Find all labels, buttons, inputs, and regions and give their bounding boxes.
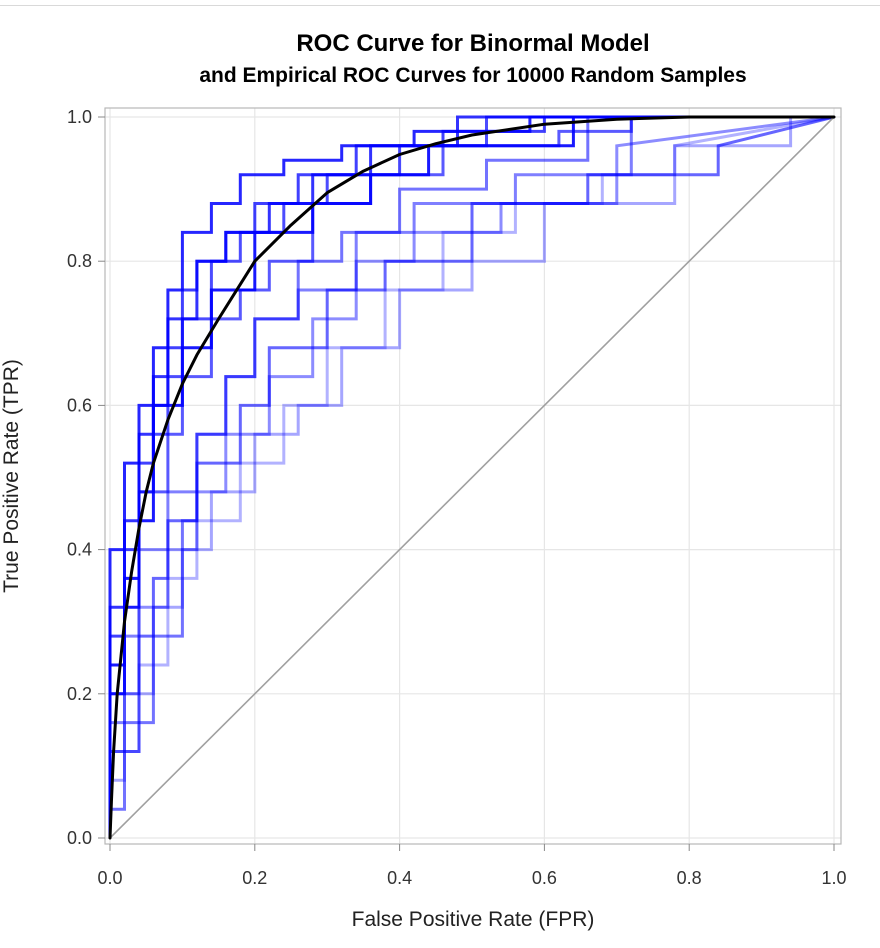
chart-subtitle: and Empirical ROC Curves for 10000 Rando…: [199, 64, 747, 87]
x-tick-label: 0.8: [677, 868, 702, 888]
x-tick-label: 0.2: [242, 868, 267, 888]
y-tick-label: 0.6: [67, 395, 92, 415]
x-axis-ticks: 0.0 0.2 0.4 0.6 0.8 1.0: [97, 844, 847, 888]
binormal-roc-curve: [108, 115, 836, 840]
chart-title: ROC Curve for Binormal Model: [296, 30, 650, 57]
x-tick-label: 1.0: [821, 868, 846, 888]
binormal-roc-curve-group: [108, 115, 836, 840]
y-axis-label: True Positive Rate (TPR): [0, 359, 23, 593]
x-tick-label: 0.6: [532, 868, 557, 888]
x-tick-label: 0.0: [97, 868, 122, 888]
reference-diagonal-line: [109, 116, 835, 839]
y-tick-label: 0.2: [67, 684, 92, 704]
empirical-roc-curve-5: [108, 115, 834, 838]
y-tick-label: 0.0: [67, 828, 92, 848]
y-tick-label: 0.4: [67, 540, 92, 560]
empirical-roc-curve-12: [108, 115, 834, 838]
y-tick-label: 1.0: [67, 107, 92, 127]
empirical-roc-curve-8: [108, 115, 835, 838]
reference-diagonal-group: [109, 116, 835, 839]
x-tick-label: 0.4: [387, 868, 412, 888]
plot-frame: [104, 107, 842, 845]
y-axis-ticks: 0.0 0.2 0.4 0.6 0.8 1.0: [67, 107, 105, 848]
empirical-roc-curve-11: [108, 115, 834, 838]
x-axis-label: False Positive Rate (FPR): [352, 908, 595, 931]
empirical-roc-curve-10: [108, 115, 835, 838]
y-tick-label: 0.8: [67, 251, 92, 271]
empirical-roc-curve-9: [108, 115, 834, 838]
top-divider: [0, 5, 880, 6]
